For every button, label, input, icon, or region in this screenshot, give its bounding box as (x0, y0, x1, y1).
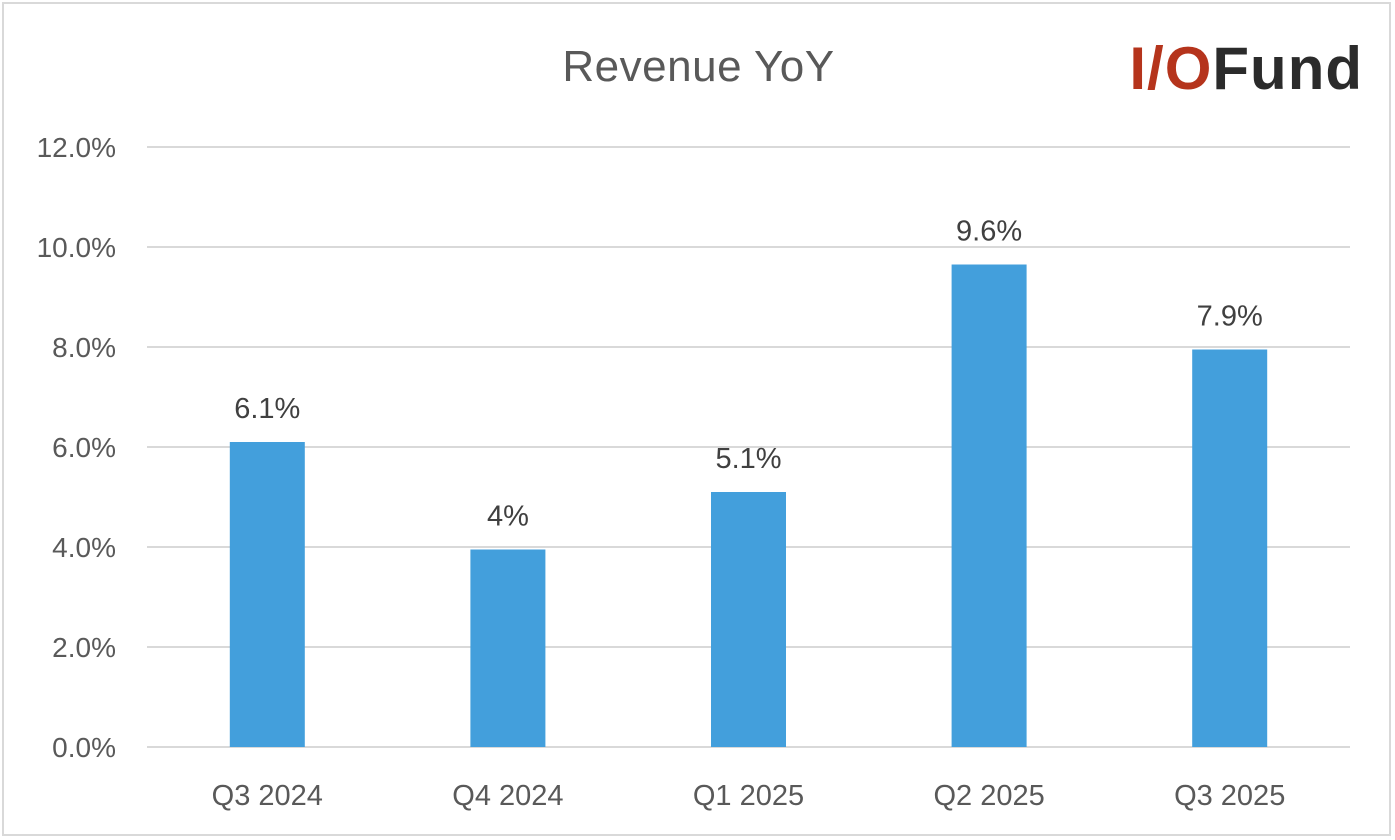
bar (229, 442, 305, 747)
chart-title: Revenue YoY (562, 42, 835, 91)
data-label: 6.1% (234, 393, 300, 425)
io-fund-logo: I/O Fund (1129, 34, 1363, 104)
y-axis-tick-labels: 0.0% 2.0% 4.0% 6.0% 8.0% 10.0% 12.0% (37, 132, 116, 763)
y-tick-label: 12.0% (37, 132, 116, 163)
y-tick-label: 4.0% (52, 532, 116, 563)
data-label: 9.6% (956, 216, 1022, 248)
x-category-label: Q2 2025 (933, 780, 1044, 812)
bar (470, 549, 546, 747)
bar (951, 264, 1027, 747)
y-tick-label: 8.0% (52, 332, 116, 363)
x-category-label: Q4 2024 (452, 780, 563, 812)
y-tick-label: 10.0% (37, 232, 116, 263)
data-label: 4% (487, 501, 529, 533)
bar (711, 492, 786, 747)
data-label: 7.9% (1197, 301, 1263, 333)
y-tick-label: 6.0% (52, 432, 116, 463)
bar (1192, 349, 1268, 747)
logo-fund-text: Fund (1212, 35, 1363, 102)
logo-io-text: I/O (1129, 35, 1213, 102)
data-labels: 6.1% 4% 5.1% 9.6% 7.9% (234, 216, 1263, 533)
y-tick-label: 0.0% (52, 732, 116, 763)
x-category-label: Q3 2025 (1174, 780, 1285, 812)
y-tick-label: 2.0% (52, 632, 116, 663)
x-category-label: Q3 2024 (212, 780, 323, 812)
bars (229, 264, 1268, 747)
x-category-label: Q1 2025 (693, 780, 804, 812)
x-axis-category-labels: Q3 2024 Q4 2024 Q1 2025 Q2 2025 Q3 2025 (212, 780, 1286, 812)
data-label: 5.1% (715, 443, 781, 475)
